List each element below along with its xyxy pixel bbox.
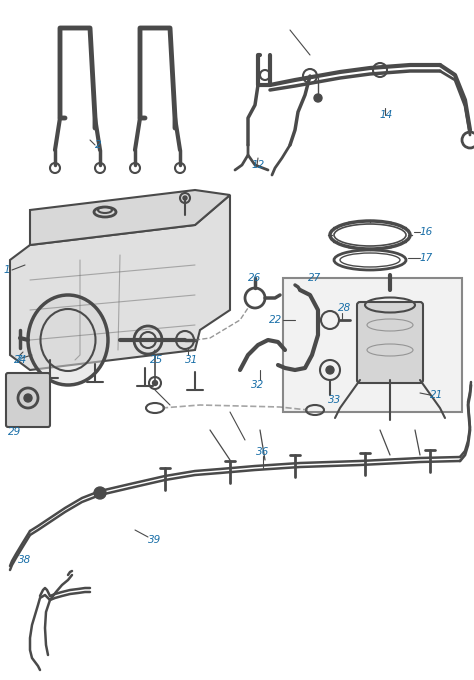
Text: 12: 12 — [252, 160, 265, 170]
Text: 22: 22 — [269, 315, 282, 325]
FancyBboxPatch shape — [283, 278, 462, 412]
Polygon shape — [30, 190, 230, 245]
Text: 31: 31 — [185, 355, 198, 365]
Text: 14: 14 — [380, 110, 393, 120]
Text: 2: 2 — [95, 140, 101, 150]
Text: 26: 26 — [248, 273, 262, 283]
Text: 25: 25 — [150, 355, 163, 365]
Text: 36: 36 — [256, 447, 270, 457]
Ellipse shape — [28, 295, 108, 385]
Text: 17: 17 — [420, 253, 433, 263]
Text: 38: 38 — [18, 555, 31, 565]
Circle shape — [183, 196, 187, 200]
Circle shape — [153, 381, 157, 386]
Text: 33: 33 — [328, 395, 341, 405]
Text: 24: 24 — [14, 355, 27, 365]
Polygon shape — [10, 195, 230, 370]
Text: 1: 1 — [3, 265, 10, 275]
Text: 7: 7 — [15, 355, 22, 365]
Text: 28: 28 — [338, 303, 351, 313]
FancyBboxPatch shape — [6, 373, 50, 427]
Text: 21: 21 — [430, 390, 443, 400]
Text: 16: 16 — [420, 227, 433, 237]
Circle shape — [326, 366, 334, 374]
Text: 39: 39 — [148, 535, 161, 545]
Circle shape — [24, 394, 32, 402]
Text: 27: 27 — [308, 273, 321, 283]
Text: 29: 29 — [8, 427, 21, 437]
Circle shape — [314, 94, 322, 102]
Circle shape — [94, 487, 106, 499]
Text: 32: 32 — [251, 380, 264, 390]
FancyBboxPatch shape — [357, 302, 423, 383]
